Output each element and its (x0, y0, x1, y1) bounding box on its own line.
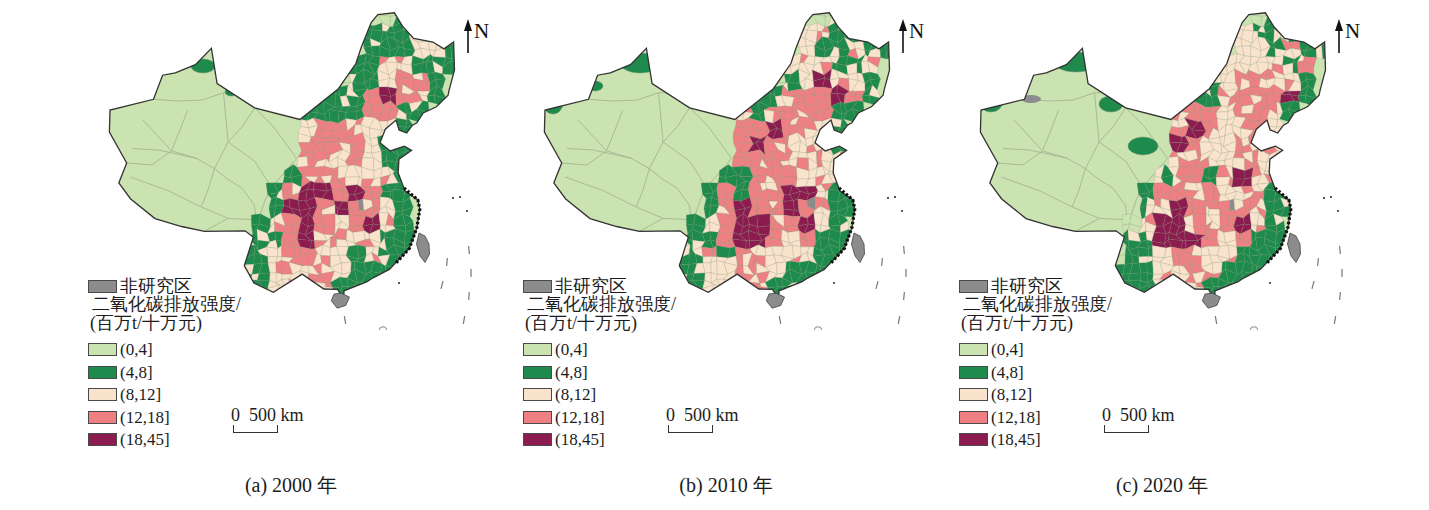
legend-title-line1: 二氧化碳排放强度/ (527, 295, 676, 313)
class-label-1: (0,4] (120, 341, 153, 358)
class-label-3: (8,12] (555, 386, 596, 403)
legend-title-line1: 二氧化碳排放强度/ (92, 295, 241, 313)
class-label-2: (4,8] (555, 364, 588, 381)
class-swatch-3 (523, 388, 552, 401)
non-study-swatch (959, 280, 988, 293)
class-label-5: (18,45] (991, 431, 1041, 448)
scale-bar (233, 425, 278, 433)
class-swatch-5 (88, 433, 117, 446)
north-arrow: N (1335, 19, 1360, 53)
class-label-2: (4,8] (991, 364, 1024, 381)
class-label-2: (4,8] (120, 364, 153, 381)
class-label-4: (12,18] (120, 409, 170, 426)
caption-2020: (c) 2020 年 (1032, 472, 1292, 499)
scale-bar (1104, 425, 1149, 433)
caption-2010: (b) 2010 年 (596, 472, 856, 499)
china-map-2010: N (435, 0, 935, 330)
legend-title-line2: (百万t/十万元) (90, 314, 202, 332)
non-study-label: 非研究区 (555, 277, 627, 295)
class-swatch-1 (523, 343, 552, 356)
class-label-4: (12,18] (555, 409, 605, 426)
class-label-5: (18,45] (120, 431, 170, 448)
china-map-2020: N (871, 0, 1371, 330)
class-swatch-4 (523, 411, 552, 424)
class-label-3: (8,12] (120, 386, 161, 403)
class-label-1: (0,4] (991, 341, 1024, 358)
class-label-5: (18,45] (555, 431, 605, 448)
svg-text:N: N (1345, 19, 1360, 43)
class-swatch-4 (88, 411, 117, 424)
class-swatch-1 (959, 343, 988, 356)
map-panel-2000: N 非研究区 二氧化碳排放强度/ (百万t/十万元) (0,4] (4,8] (… (0, 0, 478, 510)
non-study-label: 非研究区 (120, 277, 192, 295)
map-panel-2010: N 非研究区 二氧化碳排放强度/ (百万t/十万元) (0,4] (4,8] (… (435, 0, 913, 510)
scale-bar-text: 0 500 km (231, 405, 304, 426)
map-panel-2020: N 非研究区 二氧化碳排放强度/ (百万t/十万元) (0,4] (4,8] (… (871, 0, 1349, 510)
class-label-3: (8,12] (991, 386, 1032, 403)
non-study-label: 非研究区 (991, 277, 1063, 295)
class-swatch-4 (959, 411, 988, 424)
class-swatch-3 (959, 388, 988, 401)
class-label-4: (12,18] (991, 409, 1041, 426)
class-swatch-2 (88, 366, 117, 379)
non-study-swatch (88, 280, 117, 293)
class-swatch-2 (959, 366, 988, 379)
legend-title-line2: (百万t/十万元) (961, 314, 1073, 332)
legend-title-line1: 二氧化碳排放强度/ (963, 295, 1112, 313)
class-swatch-3 (88, 388, 117, 401)
scale-bar-text: 0 500 km (1102, 405, 1175, 426)
class-swatch-1 (88, 343, 117, 356)
china-map-2000: N (0, 0, 500, 330)
caption-2000: (a) 2000 年 (161, 472, 421, 499)
scale-bar-text: 0 500 km (666, 405, 739, 426)
legend-title-line2: (百万t/十万元) (525, 314, 637, 332)
class-swatch-2 (523, 366, 552, 379)
scale-bar (668, 425, 713, 433)
non-study-swatch (523, 280, 552, 293)
class-label-1: (0,4] (555, 341, 588, 358)
class-swatch-5 (959, 433, 988, 446)
class-swatch-5 (523, 433, 552, 446)
